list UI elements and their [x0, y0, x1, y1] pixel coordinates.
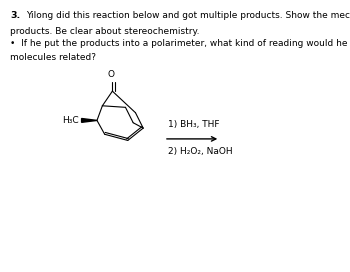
- Text: 2) H₂O₂, NaOH: 2) H₂O₂, NaOH: [168, 147, 232, 156]
- Text: 1) BH₃, THF: 1) BH₃, THF: [168, 120, 219, 129]
- Text: products. Be clear about stereochemistry.: products. Be clear about stereochemistry…: [10, 27, 200, 36]
- Text: O: O: [107, 70, 114, 79]
- Text: molecules related?: molecules related?: [10, 53, 97, 62]
- Text: 3.: 3.: [10, 11, 21, 20]
- Text: Yilong did this reaction below and got multiple products. Show the mechanism(s) : Yilong did this reaction below and got m…: [26, 11, 350, 20]
- Text: H₃C: H₃C: [62, 116, 78, 125]
- Text: •  If he put the products into a polarimeter, what kind of reading would he get?: • If he put the products into a polarime…: [10, 39, 350, 48]
- Polygon shape: [82, 119, 97, 122]
